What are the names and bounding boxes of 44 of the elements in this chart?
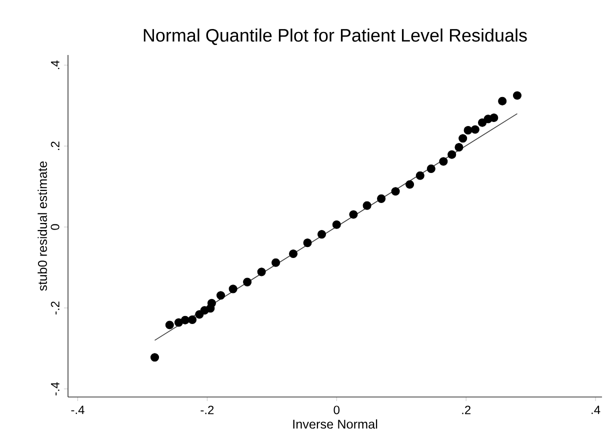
point (207, 298, 216, 308)
point (426, 164, 436, 174)
point (391, 187, 400, 196)
x-tick-label: .2 (462, 406, 470, 414)
point (416, 171, 424, 180)
point (243, 278, 252, 286)
point (216, 291, 226, 300)
point (332, 220, 341, 229)
point (150, 353, 160, 362)
x-tick-label: .4 (592, 406, 600, 414)
point (180, 316, 190, 324)
point (512, 91, 522, 100)
point (272, 258, 280, 267)
point (188, 315, 197, 324)
point (464, 126, 472, 135)
point (257, 268, 266, 276)
x-tick-label: -.4 (71, 406, 84, 414)
point (228, 284, 238, 294)
point (490, 113, 498, 122)
x-tick-label: 0 (334, 406, 340, 414)
y-tick-label: 0 (50, 224, 60, 230)
point (317, 230, 326, 239)
point (498, 96, 507, 106)
y-tick-label: .4 (51, 60, 60, 70)
y-axis-title: stub0 residual estimate (38, 161, 47, 291)
y-tick-label: -.4 (51, 382, 60, 396)
point (165, 320, 174, 330)
point (174, 318, 183, 327)
y-tick-label: -.2 (50, 302, 60, 314)
point (458, 134, 468, 143)
y-tick-label: .2 (50, 142, 60, 150)
point (448, 150, 456, 159)
chart-title: Normal Quantile Plot for Patient Level Residuals (144, 28, 527, 45)
point (454, 143, 464, 152)
x-axis-title: Inverse Normal (293, 419, 378, 429)
point (349, 210, 358, 219)
x-tick-label: -.2 (200, 406, 214, 414)
point (362, 201, 372, 210)
point (377, 194, 386, 203)
point (303, 238, 312, 248)
point (439, 157, 448, 166)
point (288, 249, 298, 258)
point (470, 125, 480, 134)
point (406, 180, 414, 189)
